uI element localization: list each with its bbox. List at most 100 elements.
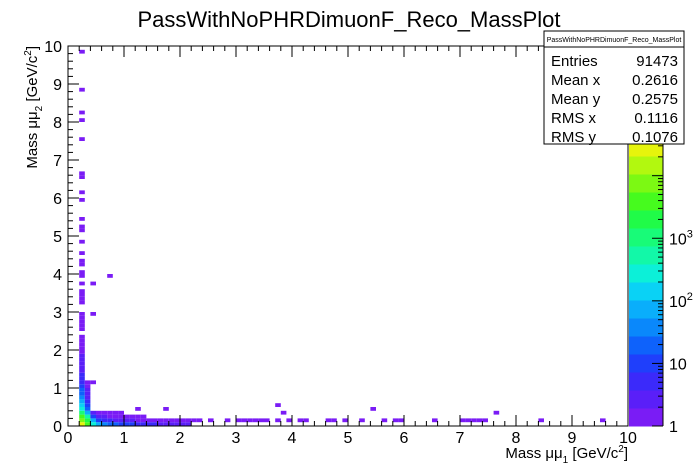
heatmap-bin bbox=[112, 422, 119, 426]
stats-row-value: 91473 bbox=[636, 53, 678, 70]
heatmap-bin bbox=[303, 418, 309, 423]
heatmap-bin bbox=[135, 418, 141, 423]
heatmap-bin bbox=[79, 403, 85, 407]
heatmap-bin bbox=[342, 418, 348, 423]
heatmap-bin bbox=[107, 422, 113, 426]
chart-title: PassWithNoPHRDimuonF_Reco_MassPlot bbox=[137, 7, 560, 32]
heatmap-bin bbox=[185, 422, 192, 426]
heatmap-bin bbox=[79, 414, 85, 419]
x-tick-label: 1 bbox=[120, 430, 129, 447]
heatmap-bin bbox=[90, 414, 96, 419]
heatmap-bin bbox=[112, 418, 119, 423]
y-tick-label: 0 bbox=[53, 419, 62, 436]
heatmap-bin bbox=[241, 418, 248, 423]
z-axis-ticks: 1010210314 bbox=[626, 111, 693, 436]
heatmap-bin bbox=[84, 407, 91, 411]
heatmap-bin bbox=[493, 410, 500, 415]
heatmap-bin bbox=[79, 334, 85, 339]
heatmap-bin bbox=[124, 414, 130, 419]
heatmap-bin bbox=[79, 361, 85, 366]
heatmap-bin bbox=[600, 418, 606, 423]
heatmap-bin bbox=[482, 418, 488, 423]
heatmap-bin bbox=[107, 410, 113, 415]
heatmap-bin bbox=[79, 118, 85, 122]
heatmap-bin bbox=[79, 281, 85, 286]
heatmap-bin bbox=[258, 418, 264, 423]
palette-swatch bbox=[629, 282, 663, 301]
palette-swatch bbox=[629, 156, 663, 175]
heatmap-bin bbox=[96, 418, 102, 423]
heatmap-bin bbox=[286, 418, 292, 423]
stats-box: PassWithNoPHRDimuonF_Reco_MassPlot Entri… bbox=[543, 30, 685, 146]
heatmap-bin bbox=[124, 418, 130, 423]
heatmap-bin bbox=[96, 414, 102, 419]
heatmap-bin bbox=[185, 418, 192, 423]
heatmap-bin bbox=[79, 258, 85, 263]
heatmap-bin bbox=[84, 410, 91, 415]
heatmap-bin bbox=[79, 49, 85, 54]
heatmap-bin bbox=[112, 414, 119, 419]
heatmap-bin bbox=[79, 262, 85, 267]
stats-row-value: 0.1116 bbox=[634, 110, 678, 127]
heatmap-bin bbox=[236, 418, 242, 423]
heatmap-bin bbox=[101, 414, 108, 419]
heatmap-bin bbox=[79, 365, 85, 369]
heatmap-bin bbox=[79, 395, 85, 400]
heatmap-bin bbox=[79, 300, 85, 305]
z-tick-label: 102 bbox=[669, 291, 693, 311]
heatmap-bin bbox=[84, 391, 91, 396]
palette-swatch bbox=[629, 408, 663, 427]
heatmap-bin bbox=[118, 422, 124, 426]
heatmap-bin bbox=[432, 418, 438, 423]
heatmap-bin bbox=[252, 418, 259, 423]
heatmap-bin bbox=[79, 376, 85, 381]
heatmap-bin bbox=[208, 418, 214, 423]
heatmap-bin bbox=[79, 350, 85, 354]
heatmap-bin bbox=[90, 422, 96, 426]
heatmap-bin bbox=[168, 422, 175, 426]
heatmap-bin bbox=[152, 422, 158, 426]
y-tick-label: 4 bbox=[53, 267, 62, 284]
stats-row-value: 0.2616 bbox=[632, 72, 678, 89]
heatmap-bin bbox=[146, 422, 152, 426]
heatmap-bin bbox=[107, 414, 113, 419]
heatmap-bin bbox=[79, 224, 85, 229]
x-tick-label: 2 bbox=[176, 430, 185, 447]
palette-swatch bbox=[629, 336, 663, 355]
heatmap-bin bbox=[129, 414, 136, 419]
heatmap-bin bbox=[79, 228, 85, 233]
heatmap-bin bbox=[101, 418, 108, 423]
heatmap-bin bbox=[79, 323, 85, 328]
x-tick-label: 5 bbox=[344, 430, 353, 447]
heatmap-bin bbox=[174, 422, 180, 426]
heatmap-bin bbox=[79, 346, 85, 350]
heatmap-bin bbox=[79, 422, 85, 426]
heatmap-bin bbox=[84, 399, 91, 404]
heatmap-bin bbox=[275, 403, 281, 407]
heatmap-bin bbox=[157, 422, 164, 426]
x-tick-label: 3 bbox=[232, 430, 241, 447]
heatmap-bin bbox=[465, 418, 472, 423]
heatmap-bin bbox=[331, 418, 337, 423]
heatmap-bin bbox=[79, 190, 85, 195]
y-axis-ticks bbox=[68, 45, 79, 427]
heatmap-bin bbox=[90, 312, 96, 316]
heatmap-bin bbox=[90, 281, 96, 286]
y-tick-label: 9 bbox=[53, 77, 62, 94]
heatmap-bin bbox=[476, 418, 483, 423]
stats-row-value: 0.2575 bbox=[632, 91, 678, 108]
heatmap-bins bbox=[79, 49, 606, 426]
heatmap-bin bbox=[101, 410, 108, 415]
heatmap-bin bbox=[79, 293, 85, 297]
heatmap-bin bbox=[157, 418, 164, 423]
heatmap-bin bbox=[325, 418, 332, 423]
y-tick-label: 5 bbox=[53, 229, 62, 246]
heatmap-bin bbox=[146, 418, 152, 423]
heatmap-bin bbox=[135, 422, 141, 426]
y-tick-label: 6 bbox=[53, 191, 62, 208]
stats-row-label: Mean y bbox=[551, 91, 601, 108]
palette-swatch bbox=[629, 372, 663, 391]
heatmap-bin bbox=[84, 403, 91, 407]
heatmap-bin bbox=[79, 388, 85, 392]
heatmap-bin bbox=[79, 171, 85, 176]
